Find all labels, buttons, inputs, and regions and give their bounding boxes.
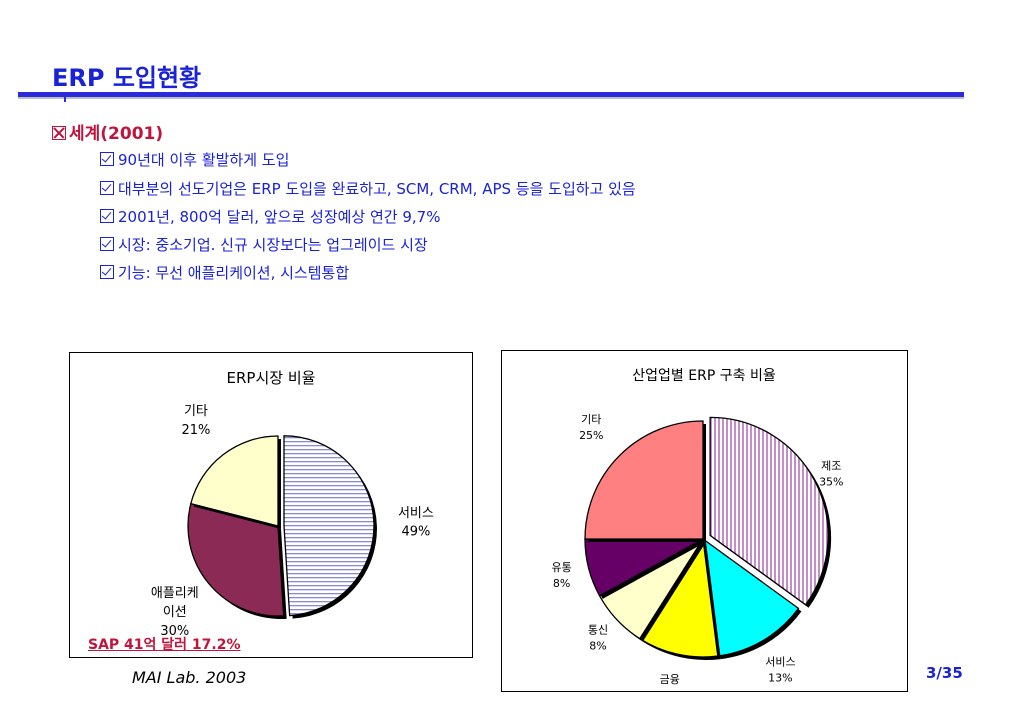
title-underline — [18, 92, 964, 99]
checkbox-icon — [100, 209, 114, 223]
slice-label: 금융11% — [658, 673, 682, 691]
chart-title: 산업업별 ERP 구축 비율 — [632, 368, 776, 384]
checkbox-icon — [100, 181, 114, 195]
section-heading-label: 세계(2001) — [69, 124, 164, 144]
footer-credit: MAI Lab. 2003 — [132, 668, 247, 687]
crossed-box-icon — [52, 126, 66, 140]
section-heading: 세계(2001) — [52, 119, 163, 144]
pie-slice — [187, 502, 285, 617]
bullet-item: 시장: 중소기업. 신규 시장보다는 업그레이드 시장 — [100, 234, 428, 255]
pie-slice — [702, 537, 800, 657]
page-number: 3/35 — [926, 664, 963, 682]
bullet-text: 기능: 무선 애플리케이션, 시스템통합 — [118, 264, 350, 282]
slice-label: 통신 8% — [588, 623, 608, 652]
bullet-item: 90년대 이후 활발하게 도입 — [100, 149, 289, 170]
slice-label: 제조 35% — [819, 460, 843, 489]
sap-note: SAP 41억 달러 17.2% — [88, 637, 241, 653]
slice-label: 서비스 49% — [398, 506, 434, 540]
bullet-text: 90년대 이후 활발하게 도입 — [118, 151, 290, 169]
title-underline-tick — [64, 92, 66, 102]
erp-market-pie-chart: ERP시장 비율 서비스 49% 애플리케 이션 30% 기타 21% — [151, 369, 434, 639]
chart-title: ERP시장 비율 — [227, 369, 316, 387]
bullet-text: 시장: 중소기업. 신규 시장보다는 업그레이드 시장 — [118, 236, 428, 254]
pie-slice — [709, 416, 829, 606]
bullet-item: 대부분의 선도기업은 ERP 도입을 완료하고, SCM, CRM, APS 등… — [100, 178, 636, 199]
slice-label: 기타 21% — [181, 404, 210, 438]
bullet-item: 기능: 무선 애플리케이션, 시스템통합 — [100, 262, 349, 283]
pie-slice — [584, 420, 704, 540]
slide-title: ERP 도입현황 — [52, 64, 202, 92]
bullet-text: 2001년, 800억 달러, 앞으로 성장예상 연간 9,7% — [118, 208, 441, 226]
erp-market-chart-panel: ERP시장 비율 서비스 49% 애플리케 이션 30% 기타 21% — [69, 352, 473, 658]
slice-label: 서비스 13% — [765, 656, 795, 685]
checkbox-icon — [100, 237, 114, 251]
pie-slice — [283, 435, 375, 617]
pie-slice — [190, 435, 279, 527]
slice-label: 기타 25% — [579, 413, 603, 442]
bullet-text: 대부분의 선도기업은 ERP 도입을 완료하고, SCM, CRM, APS 등… — [118, 180, 636, 198]
checkbox-icon — [100, 265, 114, 279]
slice-label: 애플리케 이션 30% — [151, 586, 199, 639]
slice-label: 유통 8% — [551, 561, 571, 590]
bullet-item: 2001년, 800억 달러, 앞으로 성장예상 연간 9,7% — [100, 206, 440, 227]
checkbox-icon — [100, 152, 114, 166]
